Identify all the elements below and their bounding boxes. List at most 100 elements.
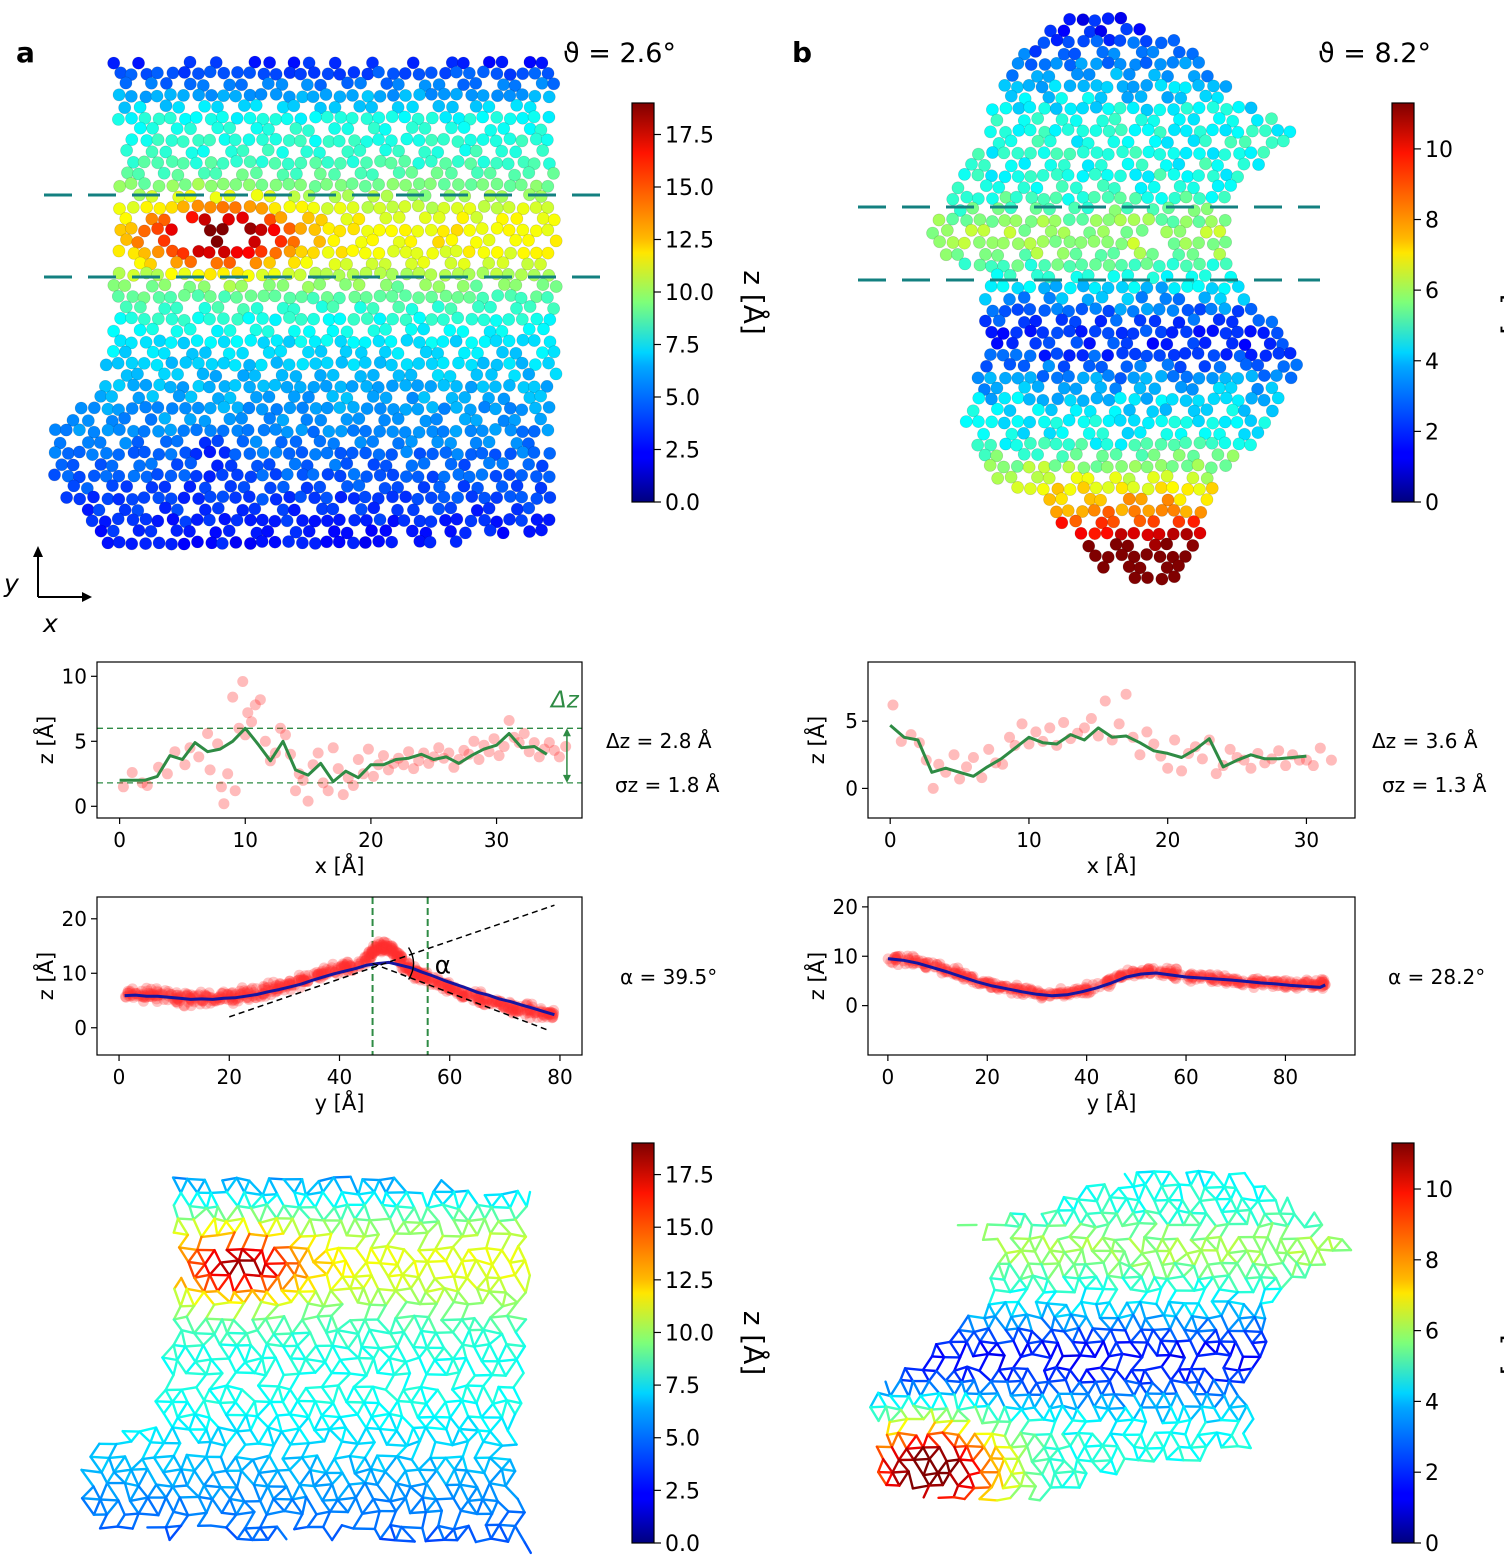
- bond: [138, 1430, 152, 1444]
- atom: [946, 192, 960, 206]
- atom: [1146, 247, 1159, 261]
- atom: [522, 166, 536, 180]
- bond: [290, 1331, 312, 1335]
- atom: [120, 233, 133, 246]
- colorbar-tick-label: 2.5: [665, 1479, 700, 1504]
- bond: [489, 1232, 512, 1236]
- bond: [265, 1333, 275, 1346]
- atom: [126, 513, 140, 527]
- atom: [269, 87, 283, 101]
- atom: [159, 435, 173, 448]
- x-tick-label: 60: [1173, 1065, 1198, 1089]
- bond: [1009, 1225, 1022, 1240]
- bond: [1085, 1226, 1098, 1240]
- bond: [304, 1385, 323, 1390]
- data-point: [386, 943, 398, 955]
- bond: [123, 1512, 140, 1516]
- atom: [386, 200, 399, 214]
- bond: [453, 1468, 468, 1472]
- bond: [363, 1318, 371, 1331]
- bond: [316, 1305, 325, 1318]
- atom: [236, 211, 249, 225]
- atom: [306, 291, 320, 305]
- bond: [141, 1456, 156, 1461]
- atom: [406, 503, 420, 517]
- atom: [60, 491, 73, 504]
- atom: [112, 88, 126, 102]
- atom: [203, 312, 216, 326]
- bond: [1215, 1235, 1222, 1252]
- bond: [312, 1260, 328, 1276]
- bond: [1056, 1195, 1066, 1212]
- stat-sigma-a: σz = 1.8 Å: [615, 773, 720, 797]
- atom: [244, 333, 258, 347]
- atom: [1173, 113, 1186, 126]
- atom: [464, 447, 478, 461]
- bond: [1131, 1211, 1141, 1225]
- bond: [498, 1276, 508, 1294]
- atom: [477, 313, 491, 327]
- atom: [119, 300, 133, 314]
- atom: [386, 312, 399, 326]
- data-point: [204, 764, 216, 776]
- atom: [178, 178, 192, 191]
- atom: [151, 401, 165, 414]
- atom: [1154, 36, 1168, 50]
- bond: [1263, 1212, 1274, 1225]
- bond: [244, 1413, 252, 1432]
- atom: [549, 234, 563, 248]
- atom: [516, 425, 529, 439]
- atom: [367, 501, 381, 515]
- atom: [1102, 393, 1116, 407]
- data-point: [352, 754, 364, 765]
- atom: [542, 356, 555, 370]
- data-point: [327, 958, 339, 970]
- bond: [220, 1511, 238, 1516]
- atom: [398, 200, 412, 213]
- atom: [1011, 391, 1025, 405]
- atom: [385, 358, 398, 372]
- atom: [406, 100, 419, 114]
- bond: [418, 1356, 428, 1376]
- bond: [193, 1469, 206, 1487]
- data-point: [267, 976, 279, 988]
- atom: [1043, 291, 1057, 305]
- atom: [1055, 313, 1069, 327]
- atom: [217, 66, 231, 80]
- atom: [425, 357, 439, 371]
- atom: [326, 300, 340, 314]
- atom: [101, 402, 115, 416]
- atom: [1199, 225, 1213, 239]
- atom: [385, 535, 399, 549]
- atom: [321, 467, 335, 481]
- bond: [402, 1388, 413, 1404]
- bond: [298, 1357, 307, 1375]
- bond: [224, 1430, 239, 1447]
- atom: [300, 256, 313, 269]
- atom: [1245, 391, 1258, 405]
- bond: [489, 1314, 509, 1319]
- y-tick-label: 20: [833, 895, 858, 919]
- bond: [196, 1191, 208, 1210]
- bond: [225, 1513, 238, 1529]
- bond: [197, 1440, 212, 1444]
- atom: [296, 401, 309, 415]
- bond: [1085, 1211, 1103, 1216]
- bond: [261, 1342, 268, 1360]
- bond: [314, 1360, 327, 1374]
- atom: [322, 222, 336, 235]
- atom: [510, 301, 523, 315]
- bond: [1296, 1236, 1312, 1240]
- atom: [1043, 426, 1057, 440]
- atom: [1146, 45, 1160, 59]
- bond: [1189, 1237, 1208, 1242]
- data-point: [374, 942, 386, 954]
- atom: [1050, 326, 1064, 340]
- atom: [296, 357, 310, 371]
- atom: [1193, 257, 1206, 271]
- atom: [287, 99, 301, 113]
- atom: [164, 380, 177, 394]
- bond: [436, 1388, 447, 1404]
- atom: [1051, 258, 1064, 271]
- atom: [1010, 190, 1023, 204]
